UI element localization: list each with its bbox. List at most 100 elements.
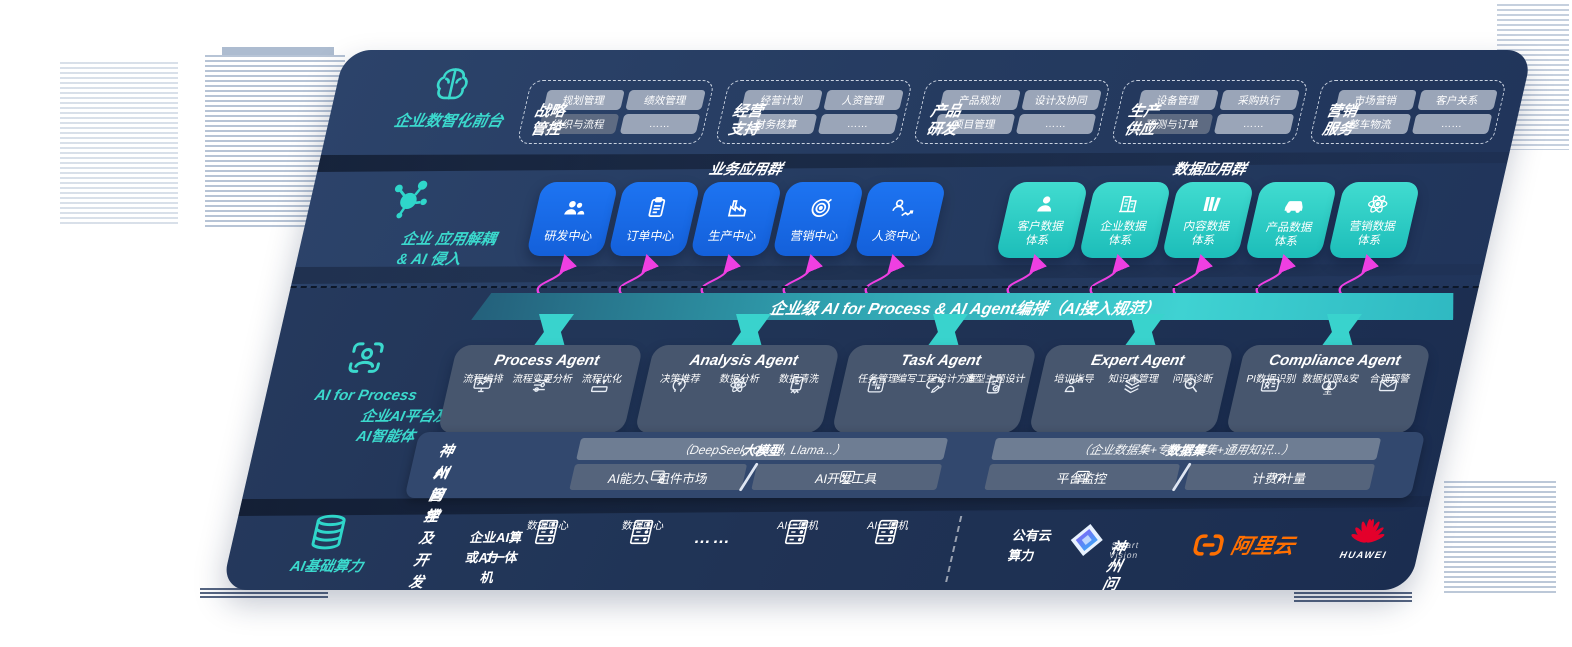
infra-node-ai-appliance: AI一体机 [755,518,837,546]
building-icon [1118,195,1137,212]
layer2-label: 企业 应用解耦 & AI 侵入 [395,231,498,269]
infra-node-datacenter: 数据中心 [600,518,682,546]
public-cloud-label: 公有云 算力 [1006,528,1054,564]
magnifier-icon [1184,378,1198,393]
bar-decor-top-left [222,47,334,55]
agent-item: 数据清洗 [778,374,820,396]
agent-item: 培训指导 [1053,374,1095,396]
decision-head-icon [672,378,686,392]
group-name: 产品 研发 [924,103,963,138]
database-icon [301,512,355,556]
app-box-marketing-center: 营销中心 [771,182,865,256]
ai-orchestration-bar: 企业级 AI for Process & AI Agent编排（AI接入规范） [471,293,1459,320]
monitor-laptop-icon [1074,470,1090,482]
trainer-icon [1064,376,1083,393]
cloud-edit-icon [926,376,944,394]
agent-title: Expert Agent [1089,352,1187,369]
infra-node-datacenter: 数据中心 [505,518,587,546]
design-check-icon [986,376,1002,394]
agent-item: 数据权限&安全 [1300,374,1361,397]
scan-person-icon [342,338,391,378]
component-market-icon [650,470,665,484]
app-box-rd-center: 研发中心 [525,182,619,256]
id-card-icon [1260,378,1280,392]
front-chip: …… [817,114,899,134]
smart-vision-logo: 神州问学 Smart Vision [1065,522,1140,590]
front-group-product: 产品 研发 产品规划 设计及协同 项目管理 …… [912,80,1112,144]
gauge-icon [1272,473,1286,482]
data-box-marketing: 营销数据 体系 [1327,182,1421,258]
agent-item: 流程编排 [462,374,504,396]
dataset-bar: 数据集 （企业数据集+专业数据集+通用知识...） [991,438,1382,460]
data-box-content: 内容数据 体系 [1161,182,1255,258]
agent-box-analysis: Analysis Agent 决策推荐 数据分析 数据清洗 [634,345,841,433]
smart-vision-diamond-icon [1070,524,1103,556]
linked-rings-icon [1321,380,1337,390]
doc-clean-icon [790,376,804,394]
front-group-marketing: 营销 服务 市场营销 客户关系 整车物流 …… [1308,80,1508,144]
molecule-icon [381,176,438,222]
front-group-production: 生产 供应 设备管理 采购执行 预测与订单 …… [1110,80,1310,144]
agent-box-process: Process Agent 流程编排 流程变更分析 流程优化 [437,345,644,433]
group-name: 战略 管控 [528,103,567,138]
front-chip: …… [1213,114,1295,134]
dashed-separator-line [290,286,1479,288]
app-box-hr-center: 人资中心 [853,182,947,256]
agent-title: Process Agent [492,352,602,369]
task-grid-icon [867,377,886,393]
person-icon [1037,196,1052,212]
data-apps-header: 数据应用群 [1171,162,1248,178]
agent-item: 决策推荐 [659,374,701,396]
huawei-name: HUAWEI [1338,550,1388,561]
alibaba-cloud-bracket-icon [1193,534,1224,556]
people-chart-icon [892,198,914,216]
sliders-icon [532,378,550,392]
front-chip: 采购执行 [1218,90,1300,110]
devtools-icon [839,470,855,484]
car-icon [1284,200,1303,213]
stripe-decor-top-left-2 [60,62,178,226]
atom-icon [1368,194,1388,213]
front-group-strategy: 战略 管控 规划管理 绩效管理 组织与流程 …… [516,80,716,144]
agent-item: 合规预警 [1369,374,1411,396]
stripe-decor-bottom-edge [1294,592,1412,604]
infra-node-ai-appliance: AI一体机 [845,518,927,546]
cell-billing: 计费/计量 [1184,464,1376,490]
teal-double-arrows [530,314,1363,350]
app-box-order-center: 订单中心 [607,182,701,256]
data-box-enterprise: 企业数据 体系 [1078,182,1172,258]
front-chip: 设计及协同 [1020,90,1102,110]
front-chip: …… [619,114,701,134]
data-box-customer: 客户数据 体系 [995,182,1089,258]
magenta-connector-arrows [536,253,1379,295]
agent-item: 数据分析 [718,374,761,396]
optimize-icon [591,379,609,393]
server-icon [534,519,559,545]
agent-box-compliance: Compliance Agent PI数据识别 数据权限&安全 合规预警 [1225,345,1432,433]
agent-box-expert: Expert Agent 培训指导 知识库管理 问题诊断 [1028,345,1235,433]
cell-devtools: AI开发工具 [751,464,943,490]
agent-box-task: Task Agent 任务管理 编写工程设计方案 造型主题设计 [831,345,1038,433]
server-icon [784,519,809,545]
infra-label: AI基础算力 [288,559,365,575]
agent-title: Compliance Agent [1267,352,1403,369]
layers-icon [1124,376,1142,394]
architecture-panel: 企业数智化前台 战略 管控 规划管理 绩效管理 组织与流程 …… 经营 支持 经营计… [221,50,1533,590]
agent-item: 流程变更分析 [511,374,574,396]
agent-title: Task Agent [899,352,983,369]
huawei-flower-icon [1351,519,1385,543]
stripe-decor-bottom-left [200,588,328,600]
front-group-operation: 经营 支持 经营计划 人资管理 财务核算 …… [714,80,914,144]
model-bar: 大模型 （DeepSeek, Qwen, Llama...） [576,438,949,460]
cell-monitor: 平台监控 [984,464,1181,490]
stripe-decor-bottom-right [1444,481,1556,595]
front-chip: 客户关系 [1416,90,1498,110]
app-box-production-center: 生产中心 [689,182,783,256]
books-icon [1203,196,1221,211]
front-chip: 人资管理 [822,90,904,110]
agent-title: Analysis Agent [688,352,800,369]
layer3-label-cn: 企业AI平台及 AI智能体 [354,409,450,445]
group-name: 经营 支持 [726,103,765,138]
agent-item: 造型主题设计 [964,374,1026,396]
factory-icon [728,199,747,216]
